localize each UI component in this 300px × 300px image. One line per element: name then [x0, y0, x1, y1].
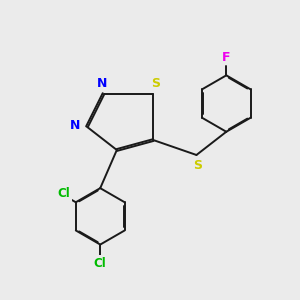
Text: N: N	[97, 77, 107, 90]
Text: F: F	[222, 51, 231, 64]
Text: Cl: Cl	[58, 187, 70, 200]
Text: S: S	[152, 77, 160, 90]
Text: S: S	[194, 159, 202, 172]
Text: Cl: Cl	[94, 257, 106, 270]
Text: N: N	[70, 118, 80, 132]
